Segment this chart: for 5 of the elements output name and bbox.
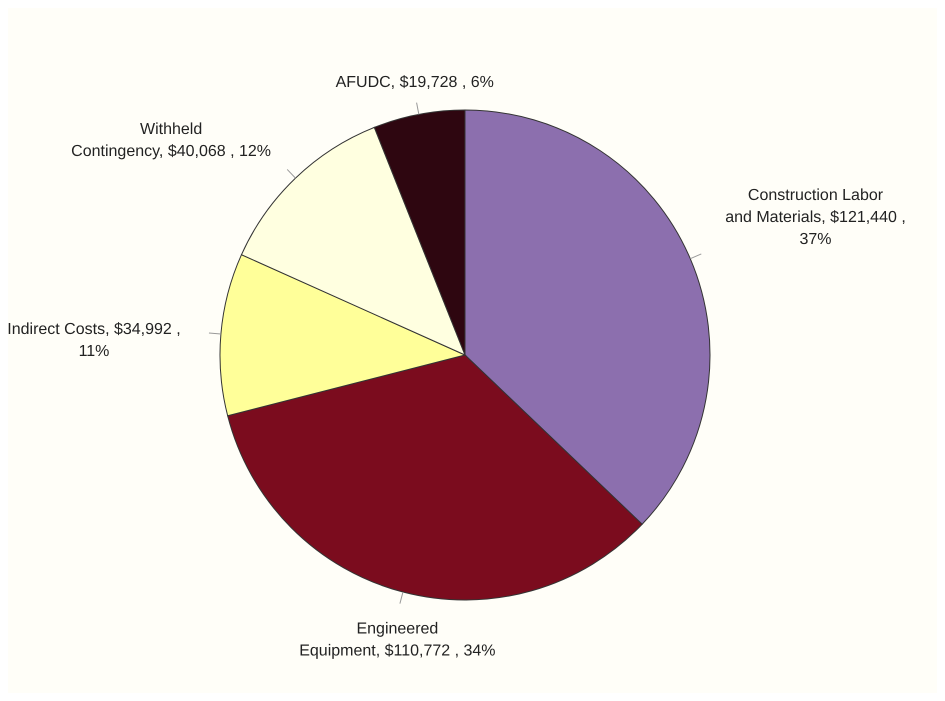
slice-label: Indirect Costs, $34,992 , 11%	[7, 321, 181, 360]
slice-label: Construction Labor and Materials, $121,440 , 37%	[725, 187, 906, 248]
slice-label: AFUDC, $19,728 , 6%	[336, 74, 494, 91]
slice-label: Withheld Contingency, $40,068 , 12%	[71, 121, 272, 160]
slice-label: Engineered Equipment, $110,772 , 34%	[299, 620, 496, 660]
